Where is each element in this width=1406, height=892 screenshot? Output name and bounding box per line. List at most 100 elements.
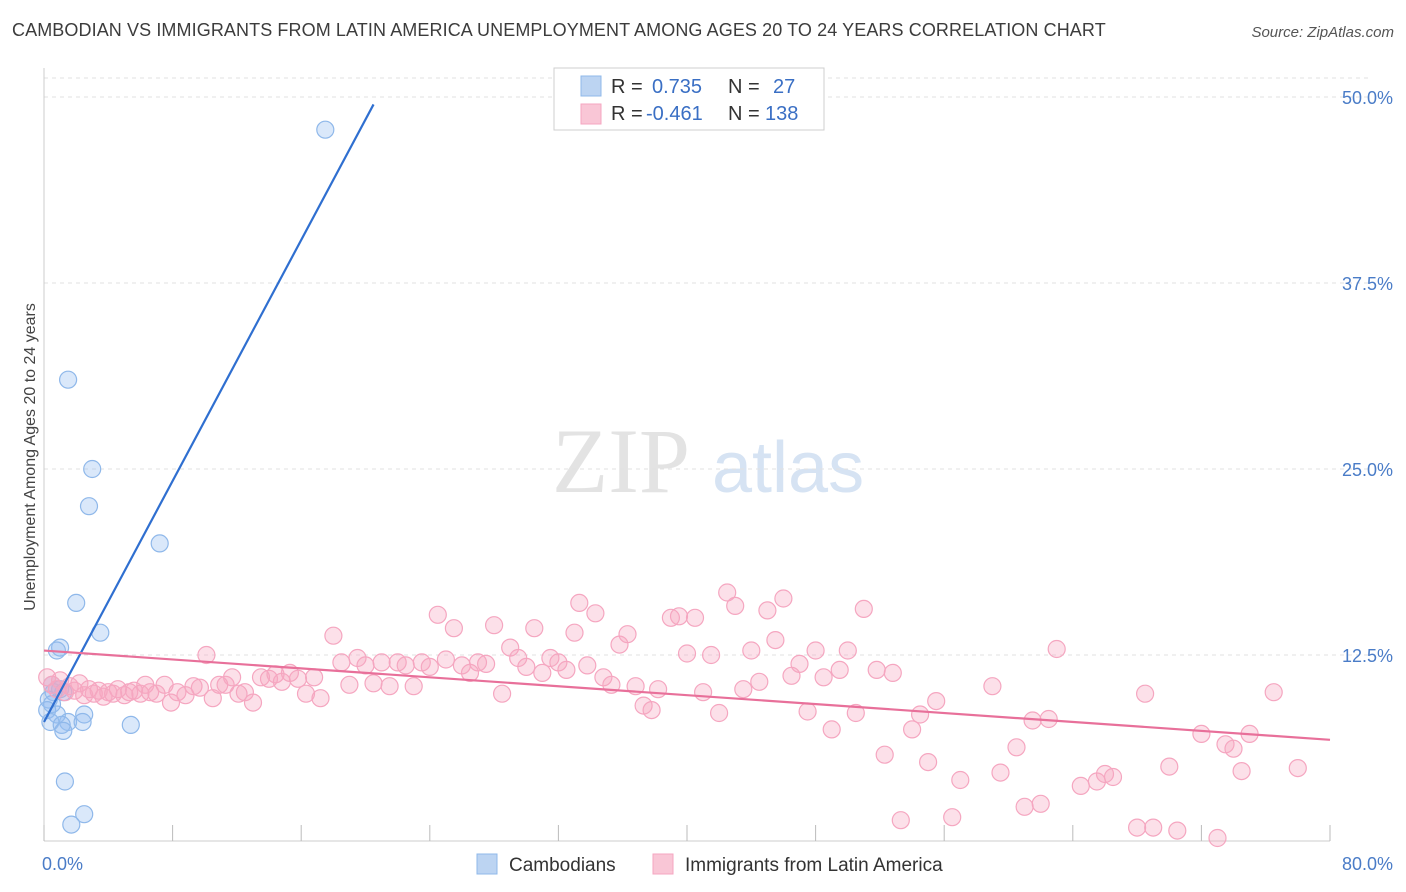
cambodians-point bbox=[150, 534, 169, 553]
latin-america-point bbox=[1071, 776, 1090, 796]
legend-n-value-cambodians: 27 bbox=[773, 76, 795, 98]
latin-america-point bbox=[1224, 739, 1243, 758]
latin-america-point bbox=[701, 645, 721, 665]
latin-america-point bbox=[1007, 738, 1026, 757]
latin-america-point bbox=[883, 663, 902, 683]
y-axis-label: Unemployment Among Ages 20 to 24 years bbox=[22, 303, 39, 611]
cambodians-point bbox=[75, 705, 94, 724]
latin-america-point bbox=[436, 650, 455, 669]
latin-america-point bbox=[790, 654, 809, 674]
latin-america-point bbox=[75, 686, 94, 705]
latin-america-point bbox=[943, 808, 962, 827]
latin-america-point bbox=[1015, 797, 1034, 816]
latin-america-point bbox=[927, 691, 946, 711]
cambodians-point bbox=[52, 715, 71, 735]
latin-america-point bbox=[846, 703, 865, 723]
bottom-legend-swatch-cambodians bbox=[476, 853, 498, 875]
watermark-zip: ZIP bbox=[552, 410, 690, 512]
latin-america-point bbox=[891, 811, 910, 830]
latin-america-point bbox=[1127, 818, 1147, 837]
latin-america-point bbox=[586, 604, 605, 623]
latin-america-point bbox=[1160, 757, 1179, 776]
bottom-legend-swatch-latin-america bbox=[652, 853, 674, 875]
latin-america-point bbox=[766, 630, 785, 650]
axes bbox=[43, 68, 1331, 842]
latin-america-point bbox=[197, 645, 216, 665]
latin-america-point bbox=[685, 608, 705, 627]
latin-america-point bbox=[854, 599, 873, 619]
cambodians-trend-line bbox=[43, 103, 375, 723]
latin-america-point bbox=[115, 686, 134, 705]
latin-america-point bbox=[1208, 828, 1227, 848]
latin-america-point bbox=[1047, 639, 1066, 659]
x-tick-label: 80.0% bbox=[1342, 854, 1393, 874]
latin-america-point bbox=[372, 653, 391, 672]
stats-legend: R = 0.735 N = 27 R = -0.461 N = 138 bbox=[553, 67, 825, 131]
latin-america-point bbox=[404, 677, 423, 696]
latin-america-point bbox=[288, 669, 308, 688]
latin-america-point bbox=[991, 763, 1010, 782]
y-tick-label: 12.5% bbox=[1342, 646, 1393, 666]
latin-america-point bbox=[311, 689, 330, 708]
y-tick-label: 37.5% bbox=[1342, 274, 1393, 294]
latin-america-point bbox=[1144, 818, 1163, 837]
latin-america-point bbox=[1192, 724, 1211, 744]
latin-america-point bbox=[822, 720, 841, 739]
latin-america-point bbox=[70, 674, 89, 693]
latin-america-point bbox=[838, 641, 857, 660]
y-tick-label: 50.0% bbox=[1342, 88, 1393, 108]
latin-america-point bbox=[296, 684, 316, 703]
latin-america-point bbox=[420, 657, 439, 677]
latin-america-point bbox=[332, 653, 351, 672]
series-points bbox=[38, 120, 1307, 848]
latin-america-point bbox=[324, 626, 343, 645]
latin-america-point bbox=[141, 683, 160, 702]
legend-r-value-cambodians: 0.735 bbox=[652, 76, 702, 98]
latin-america-point bbox=[750, 672, 769, 691]
legend-n-label-cambodians: N = bbox=[728, 76, 760, 98]
latin-america-point bbox=[565, 623, 584, 642]
latin-america-point bbox=[742, 641, 761, 660]
cambodians-point bbox=[54, 721, 73, 741]
latin-america-point bbox=[364, 674, 383, 693]
legend-r-label-latin-america: R = bbox=[611, 103, 643, 125]
latin-america-point bbox=[525, 619, 544, 638]
chart-title: CAMBODIAN VS IMMIGRANTS FROM LATIN AMERI… bbox=[12, 20, 1106, 40]
legend-n-label-latin-america: N = bbox=[728, 103, 760, 125]
cambodians-point bbox=[62, 815, 81, 834]
latin-america-point bbox=[618, 625, 637, 644]
latin-america-point bbox=[89, 681, 108, 700]
watermark-atlas: atlas bbox=[712, 428, 864, 508]
series-legend: Cambodians Immigrants from Latin America bbox=[476, 853, 943, 876]
latin-america-point bbox=[1288, 758, 1307, 778]
latin-america-point bbox=[578, 656, 597, 675]
gridlines bbox=[44, 77, 1370, 656]
latin-america-point bbox=[918, 752, 938, 772]
legend-n-value-latin-america: 138 bbox=[765, 103, 798, 125]
bottom-legend-label-cambodians: Cambodians bbox=[509, 855, 616, 876]
latin-america-point bbox=[1135, 684, 1155, 703]
latin-america-point bbox=[184, 677, 203, 696]
latin-america-point bbox=[648, 680, 668, 699]
latin-america-point bbox=[709, 703, 729, 723]
latin-america-point bbox=[830, 660, 849, 680]
latin-america-point bbox=[774, 589, 793, 608]
latin-america-point bbox=[951, 770, 970, 790]
latin-america-trend-line bbox=[43, 649, 1331, 741]
latin-america-point bbox=[669, 607, 689, 626]
latin-america-point bbox=[396, 656, 415, 675]
latin-america-point bbox=[305, 668, 324, 687]
cambodians-point bbox=[79, 497, 99, 516]
legend-r-value-latin-america: -0.461 bbox=[646, 103, 703, 125]
cambodians-point bbox=[67, 593, 86, 613]
trend-lines bbox=[43, 103, 1331, 741]
latin-america-point bbox=[1232, 761, 1251, 781]
latin-america-point bbox=[557, 660, 576, 680]
cambodians-point bbox=[55, 772, 75, 791]
cambodians-point bbox=[83, 459, 102, 479]
latin-america-point bbox=[798, 702, 817, 721]
latin-america-point bbox=[444, 619, 463, 638]
cambodians-point bbox=[73, 712, 92, 732]
latin-america-point bbox=[517, 657, 536, 677]
legend-r-label-cambodians: R = bbox=[611, 76, 643, 98]
